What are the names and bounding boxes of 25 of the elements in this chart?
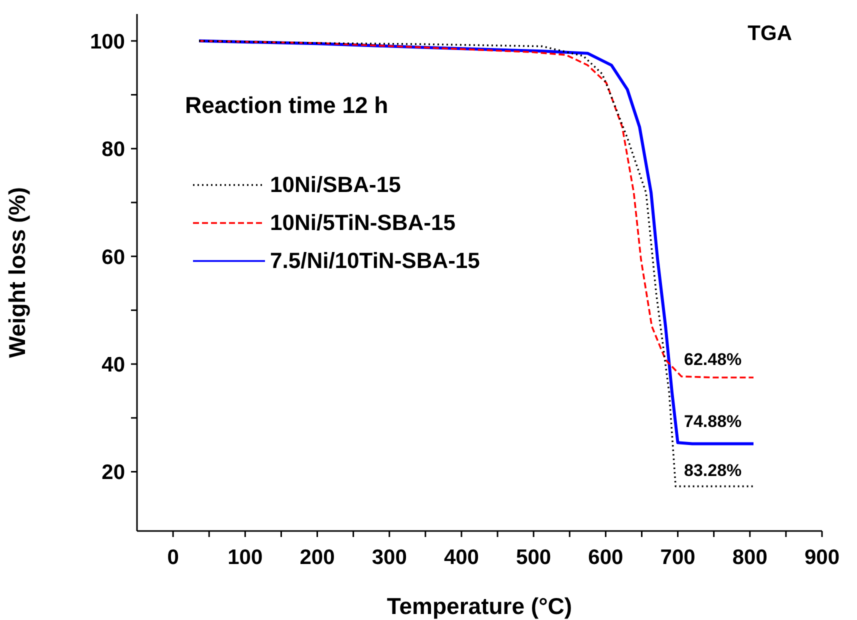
y-axis-title: Weight loss (%) [4,187,30,358]
x-tick-label: 900 [804,546,840,569]
x-tick-label: 100 [228,546,263,569]
y-tick-label: 60 [102,246,125,269]
y-tick-label: 80 [102,138,125,162]
y-tick-label: 40 [102,354,125,377]
legend-label: 7.5/Ni/10TiN-SBA-15 [270,248,480,274]
x-tick-label: 0 [167,546,179,569]
annotation: 62.48% [684,350,742,370]
legend-label: 10Ni/5TiN-SBA-15 [270,210,456,236]
x-tick-label: 700 [660,546,696,569]
y-tick-label: 20 [102,461,125,484]
x-tick-label: 200 [300,546,335,569]
annotation: 74.88% [684,412,742,432]
annotation: TGA [748,22,792,46]
x-tick-label: 300 [372,546,407,569]
x-tick-label: 800 [732,546,768,569]
x-tick-label: 400 [444,546,479,569]
legend-label: 10Ni/SBA-15 [270,172,401,198]
y-tick-label: 100 [90,30,125,54]
x-tick-label: 500 [516,546,552,569]
annotation: Reaction time 12 h [185,92,388,119]
x-tick-label: 600 [588,546,624,569]
annotation: 83.28% [684,461,742,481]
x-axis-title: Temperature (°C) [386,593,572,619]
